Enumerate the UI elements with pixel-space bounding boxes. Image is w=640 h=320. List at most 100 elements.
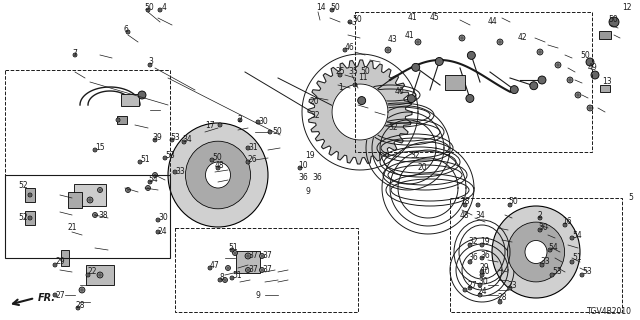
Text: 37: 37 [248, 251, 258, 260]
Circle shape [537, 49, 543, 55]
Text: 24: 24 [158, 228, 168, 236]
Circle shape [126, 30, 130, 34]
Circle shape [86, 273, 90, 277]
Text: 16: 16 [562, 218, 572, 227]
Circle shape [216, 166, 220, 170]
Circle shape [467, 52, 476, 60]
Circle shape [548, 248, 552, 252]
Circle shape [498, 300, 502, 304]
Circle shape [218, 123, 222, 127]
Bar [61, 250, 69, 266]
Circle shape [538, 216, 542, 220]
Text: 33: 33 [540, 258, 550, 267]
Text: 2: 2 [238, 116, 243, 124]
Text: 14: 14 [316, 4, 326, 12]
Text: 10: 10 [480, 268, 490, 276]
Circle shape [153, 138, 157, 142]
Bar [25, 188, 35, 202]
Circle shape [415, 39, 421, 45]
Circle shape [463, 203, 467, 207]
Text: 43: 43 [388, 36, 397, 44]
Text: 54: 54 [148, 175, 157, 185]
Text: TGV4B2010: TGV4B2010 [587, 308, 632, 316]
Text: 12: 12 [622, 4, 632, 12]
Circle shape [538, 76, 546, 84]
Circle shape [412, 63, 420, 71]
Circle shape [468, 286, 472, 290]
Bar [5, 70, 170, 175]
Text: 20: 20 [418, 164, 428, 172]
Circle shape [256, 120, 260, 124]
Text: 30: 30 [478, 277, 488, 286]
Text: 54: 54 [548, 244, 557, 252]
Text: 32: 32 [410, 150, 420, 159]
Circle shape [575, 92, 581, 98]
Ellipse shape [186, 141, 250, 209]
Text: 21: 21 [68, 223, 77, 233]
Circle shape [152, 172, 157, 178]
Circle shape [480, 273, 484, 277]
Text: 36: 36 [312, 173, 322, 182]
Circle shape [550, 273, 554, 277]
Text: 15: 15 [95, 143, 104, 153]
Text: 36: 36 [468, 253, 477, 262]
Circle shape [497, 39, 503, 45]
Bar [68, 192, 82, 208]
Circle shape [508, 203, 512, 207]
Text: 2: 2 [538, 211, 543, 220]
Text: 5: 5 [628, 194, 633, 203]
Circle shape [125, 188, 131, 193]
Circle shape [540, 263, 544, 267]
Text: 30: 30 [258, 117, 268, 126]
Circle shape [146, 8, 150, 12]
Text: 18: 18 [460, 197, 470, 206]
Circle shape [343, 48, 347, 52]
Circle shape [586, 58, 594, 66]
Circle shape [218, 278, 222, 282]
Bar [25, 211, 35, 225]
Text: 51: 51 [232, 270, 242, 279]
Text: 33: 33 [175, 167, 185, 177]
Text: 46: 46 [345, 44, 355, 52]
Circle shape [145, 186, 150, 190]
Text: 32: 32 [310, 110, 319, 119]
Circle shape [245, 253, 251, 259]
Text: FR.: FR. [38, 293, 56, 303]
Circle shape [158, 8, 162, 12]
Circle shape [353, 83, 357, 87]
Circle shape [480, 256, 484, 260]
Circle shape [170, 138, 174, 142]
Text: 41: 41 [408, 13, 418, 22]
Circle shape [478, 283, 482, 287]
Circle shape [223, 277, 227, 283]
Circle shape [330, 8, 334, 12]
Circle shape [93, 212, 97, 218]
Circle shape [538, 228, 542, 232]
Text: 47: 47 [210, 260, 220, 269]
Circle shape [28, 216, 32, 220]
Bar [121, 94, 139, 106]
Text: 11: 11 [358, 74, 367, 83]
Circle shape [510, 86, 518, 94]
Bar [5, 175, 170, 258]
Circle shape [530, 82, 538, 90]
Text: 29: 29 [480, 263, 490, 273]
Ellipse shape [508, 222, 564, 282]
Circle shape [28, 193, 32, 197]
Text: 28: 28 [75, 300, 84, 309]
Circle shape [609, 17, 619, 27]
Circle shape [53, 293, 57, 297]
Text: 52: 52 [18, 213, 28, 222]
Ellipse shape [205, 162, 230, 188]
Circle shape [563, 223, 567, 227]
Circle shape [97, 272, 103, 278]
Circle shape [358, 97, 365, 105]
Circle shape [163, 156, 167, 160]
Text: 13: 13 [602, 77, 612, 86]
Text: 34: 34 [475, 211, 484, 220]
Text: 28: 28 [498, 293, 508, 302]
Circle shape [476, 203, 480, 207]
Circle shape [156, 218, 160, 222]
Circle shape [407, 95, 415, 103]
Circle shape [246, 146, 250, 150]
